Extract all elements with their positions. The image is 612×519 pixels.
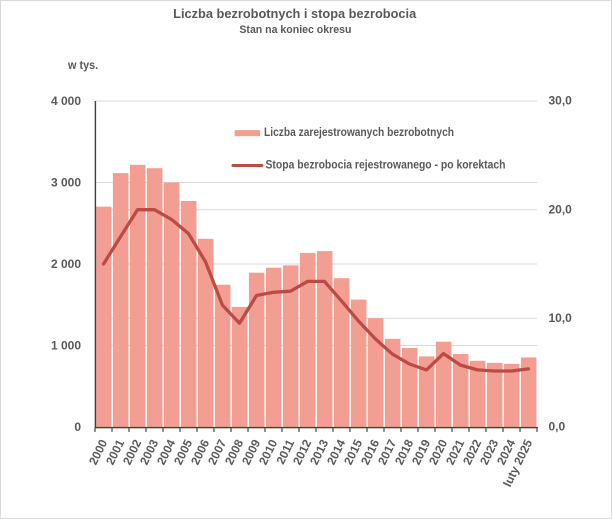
svg-text:2 000: 2 000 [51, 257, 81, 271]
svg-text:0,0: 0,0 [549, 420, 566, 434]
svg-text:20,0: 20,0 [549, 202, 573, 216]
svg-text:4 000: 4 000 [51, 94, 81, 108]
svg-text:0: 0 [74, 420, 81, 434]
svg-text:3 000: 3 000 [51, 176, 81, 190]
svg-text:Stopa bezrobocia rejestrowaneg: Stopa bezrobocia rejestrowanego - po kor… [266, 160, 506, 172]
svg-text:30,0: 30,0 [549, 94, 573, 108]
svg-text:1 000: 1 000 [51, 339, 81, 353]
svg-text:10,0: 10,0 [549, 311, 573, 325]
svg-text:Liczba bezrobotnych i stopa be: Liczba bezrobotnych i stopa bezrobocia [173, 7, 417, 21]
svg-text:Liczba zarejestrowanych bezrob: Liczba zarejestrowanych bezrobotnych [264, 127, 454, 139]
svg-text:Stan na koniec okresu: Stan na koniec okresu [239, 24, 351, 36]
svg-text:w tys.: w tys. [67, 58, 98, 72]
